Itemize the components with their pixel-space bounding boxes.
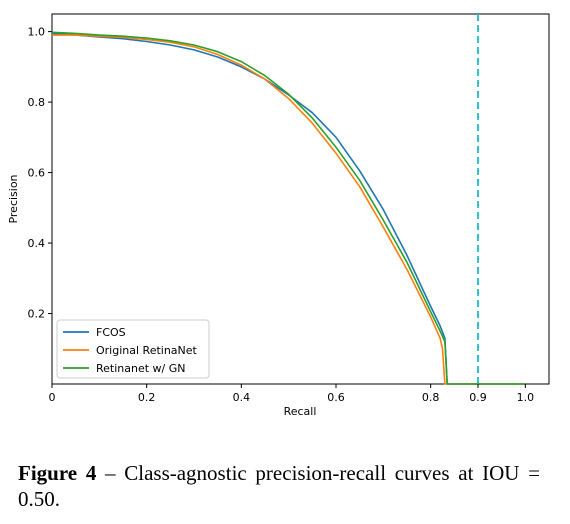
x-tick-label: 0.6 — [327, 391, 345, 404]
legend-label-2: Retinanet w/ GN — [96, 362, 186, 375]
figure-caption: Figure 4 – Class-agnostic precision-reca… — [18, 460, 540, 512]
series-line-1 — [52, 34, 526, 385]
y-tick-label: 0.2 — [28, 308, 46, 321]
x-tick-label: 0 — [49, 391, 56, 404]
x-tick-label: 0.4 — [233, 391, 251, 404]
caption-text: – Class-agnostic precision-recall curves… — [18, 461, 540, 511]
x-tick-label: 1.0 — [517, 391, 535, 404]
plot-frame — [51, 13, 550, 385]
x-tick-label: 0.8 — [422, 391, 440, 404]
legend-box — [56, 319, 210, 379]
y-tick-label: 1.0 — [28, 26, 46, 39]
y-axis-label: Precision — [7, 174, 20, 223]
y-tick-label: 0.6 — [28, 167, 46, 180]
pr-chart: 0 0.2 0.4 0.6 0.8 0.9 1.0 0.2 0.4 0.6 0.8 1.0 Reca… — [7, 13, 550, 418]
legend-label-1: Original RetinaNet — [96, 344, 198, 357]
figure-label: Figure 4 — [18, 461, 97, 485]
legend-label-0: FCOS — [96, 326, 126, 339]
x-tick-label: 0.2 — [138, 391, 156, 404]
x-axis-label: Recall — [284, 405, 317, 418]
y-tick-label: 0.4 — [28, 237, 46, 250]
x-tick-label: 0.9 — [469, 391, 487, 404]
series-line-0 — [51, 32, 526, 385]
legend: FCOS Original RetinaNet Retinanet w/ GN — [56, 319, 210, 379]
series-line-2 — [51, 31, 526, 385]
y-tick-label: 0.8 — [28, 96, 46, 109]
